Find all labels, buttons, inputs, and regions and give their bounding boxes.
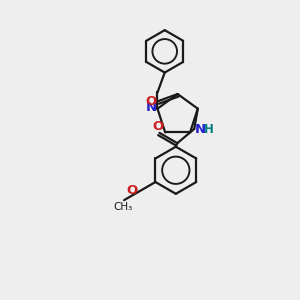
Text: N: N [195,123,206,136]
Text: N: N [146,101,157,114]
Text: O: O [126,184,137,197]
Text: CH₃: CH₃ [113,202,132,212]
Text: H: H [204,123,214,136]
Text: O: O [152,120,164,133]
Text: O: O [146,95,157,108]
